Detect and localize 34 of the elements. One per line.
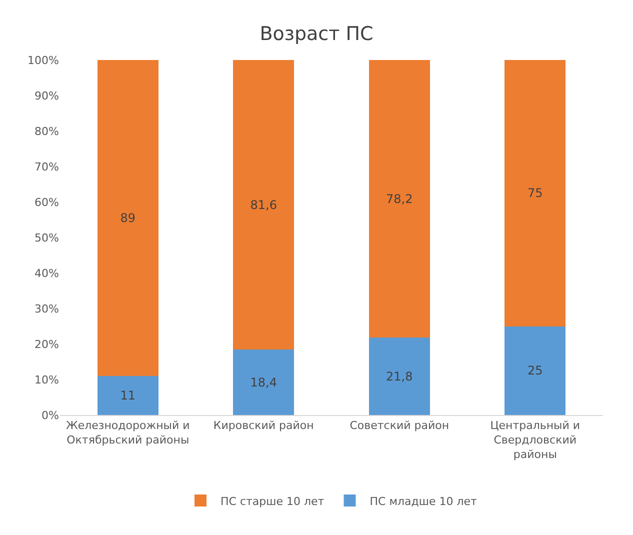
data-label: 18,4 <box>250 375 277 390</box>
data-label: 11 <box>120 388 136 402</box>
chart-title: Возраст ПС <box>260 23 374 46</box>
bar <box>504 326 566 415</box>
bar <box>233 60 294 350</box>
y-tick-label: 20% <box>34 338 59 351</box>
bar <box>504 60 566 326</box>
data-label: 81,6 <box>250 198 277 212</box>
legend-label: ПС старше 10 лет <box>220 494 325 508</box>
bar <box>97 60 158 376</box>
y-tick-label: 80% <box>34 124 59 138</box>
y-tick-label: 30% <box>34 302 59 316</box>
bar <box>368 60 430 338</box>
y-tick-label: 50% <box>34 231 59 244</box>
legend-label: ПС младше 10 лет <box>370 494 478 508</box>
y-tick-label: 70% <box>34 160 59 174</box>
data-label: 89 <box>120 210 136 225</box>
x-tick-label: Железнодорожный и Октябрьский районы <box>66 419 190 446</box>
y-tick-label: 90% <box>34 89 59 102</box>
data-label: 25 <box>527 364 543 378</box>
y-tick-label: 100% <box>28 54 59 67</box>
x-tick-label: Центральный и Свердловский районы <box>490 419 580 461</box>
bar <box>368 338 430 415</box>
data-label: 21,8 <box>386 369 413 384</box>
x-tick-label: Советский район <box>350 419 450 432</box>
y-tick-label: 10% <box>34 373 59 386</box>
y-tick-label: 40% <box>34 266 59 280</box>
y-tick-label: 60% <box>34 196 59 209</box>
data-label: 75 <box>527 186 543 200</box>
y-tick-label: 0% <box>42 408 59 422</box>
bar <box>233 350 294 415</box>
bar <box>97 376 158 415</box>
data-label: 78,2 <box>386 192 413 206</box>
x-tick-label: Кировский район <box>213 419 314 432</box>
